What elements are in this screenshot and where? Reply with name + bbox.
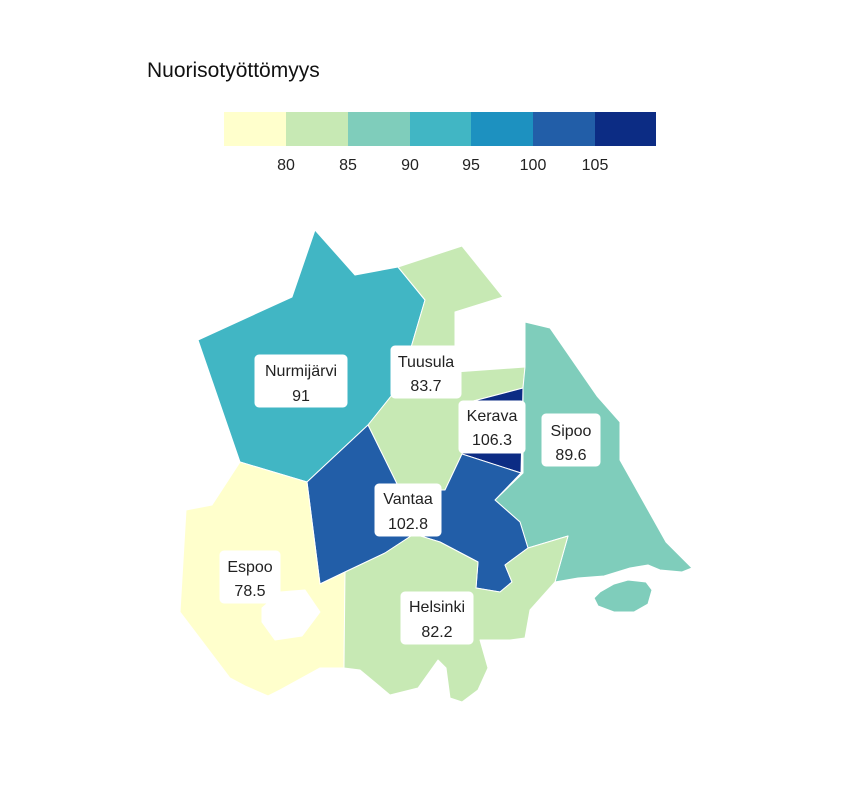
region-name: Vantaa xyxy=(383,491,433,508)
label-box xyxy=(254,354,348,408)
region-value: 78.5 xyxy=(234,583,265,600)
legend-tick-label: 100 xyxy=(520,157,547,174)
region-value: 91 xyxy=(292,388,310,405)
region-name: Espoo xyxy=(227,559,272,576)
legend-tick-label: 90 xyxy=(401,157,419,174)
region-name: Sipoo xyxy=(551,423,592,440)
region-name: Tuusula xyxy=(398,354,454,371)
region-value: 89.6 xyxy=(555,447,586,464)
region-labels: Nurmijärvi 91 Tuusula 83.7 Kerava 106.3 … xyxy=(219,345,601,645)
legend-swatch-4 xyxy=(410,112,471,146)
label-box xyxy=(541,413,601,467)
map-title: Nuorisotyöttömyys xyxy=(147,59,320,82)
legend-tick-label: 80 xyxy=(277,157,295,174)
label-box xyxy=(390,345,462,399)
region-name: Helsinki xyxy=(409,599,465,616)
region-value: 83.7 xyxy=(410,378,441,395)
legend-swatch-3 xyxy=(348,112,410,146)
color-legend: 80 85 90 95 100 105 xyxy=(224,112,656,174)
label-box xyxy=(458,400,526,454)
label-box xyxy=(400,591,474,645)
region-sipoo-island[interactable] xyxy=(593,579,653,613)
region-value: 102.8 xyxy=(388,516,428,533)
label-helsinki: Helsinki 82.2 xyxy=(400,591,474,645)
region-name: Kerava xyxy=(467,408,518,425)
label-espoo: Espoo 78.5 xyxy=(219,550,281,604)
legend-swatch-7 xyxy=(595,112,656,146)
legend-swatch-6 xyxy=(533,112,595,146)
legend-swatch-5 xyxy=(471,112,533,146)
label-box xyxy=(219,550,281,604)
legend-tick-label: 105 xyxy=(582,157,609,174)
label-vantaa: Vantaa 102.8 xyxy=(374,483,442,537)
label-nurmijarvi: Nurmijärvi 91 xyxy=(254,354,348,408)
label-sipoo: Sipoo 89.6 xyxy=(541,413,601,467)
label-tuusula: Tuusula 83.7 xyxy=(390,345,462,399)
label-kerava: Kerava 106.3 xyxy=(458,400,526,454)
region-value: 82.2 xyxy=(421,624,452,641)
legend-swatch-1 xyxy=(224,112,286,146)
legend-tick-label: 85 xyxy=(339,157,357,174)
legend-tick-label: 95 xyxy=(462,157,480,174)
label-box xyxy=(374,483,442,537)
region-value: 106.3 xyxy=(472,432,512,449)
legend-swatch-2 xyxy=(286,112,348,146)
region-name: Nurmijärvi xyxy=(265,363,337,380)
